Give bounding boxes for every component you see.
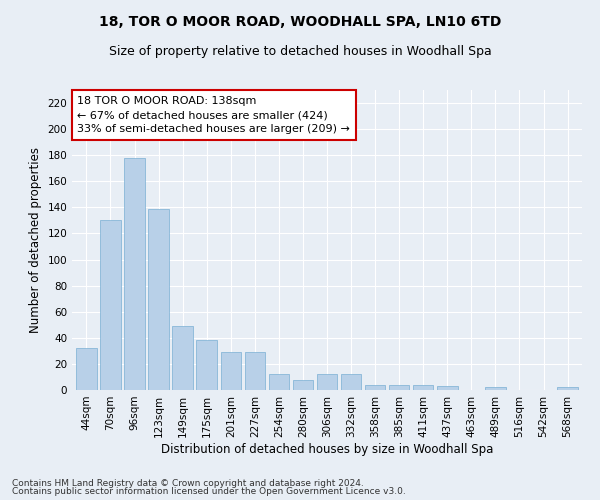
Bar (317, 374, 337, 390)
Text: Contains public sector information licensed under the Open Government Licence v3: Contains public sector information licen… (12, 487, 406, 496)
Y-axis label: Number of detached properties: Number of detached properties (29, 147, 42, 333)
Bar (245, 352, 265, 390)
X-axis label: Distribution of detached houses by size in Woodhall Spa: Distribution of detached houses by size … (161, 442, 493, 456)
Bar (100, 220, 121, 390)
Bar (341, 374, 361, 390)
Bar (76, 348, 97, 390)
Bar (148, 208, 169, 390)
Bar (389, 385, 409, 390)
Bar (485, 388, 506, 390)
Bar (124, 158, 145, 390)
Text: Contains HM Land Registry data © Crown copyright and database right 2024.: Contains HM Land Registry data © Crown c… (12, 478, 364, 488)
Bar (221, 352, 241, 390)
Bar (172, 326, 193, 390)
Bar (269, 374, 289, 390)
Text: 18 TOR O MOOR ROAD: 138sqm
← 67% of detached houses are smaller (424)
33% of sem: 18 TOR O MOOR ROAD: 138sqm ← 67% of deta… (77, 96, 350, 134)
Bar (365, 385, 385, 390)
Text: 18, TOR O MOOR ROAD, WOODHALL SPA, LN10 6TD: 18, TOR O MOOR ROAD, WOODHALL SPA, LN10 … (99, 15, 501, 29)
Bar (413, 385, 433, 390)
Bar (437, 386, 458, 390)
Bar (557, 388, 578, 390)
Bar (293, 380, 313, 390)
Text: Size of property relative to detached houses in Woodhall Spa: Size of property relative to detached ho… (109, 45, 491, 58)
Bar (196, 340, 217, 390)
